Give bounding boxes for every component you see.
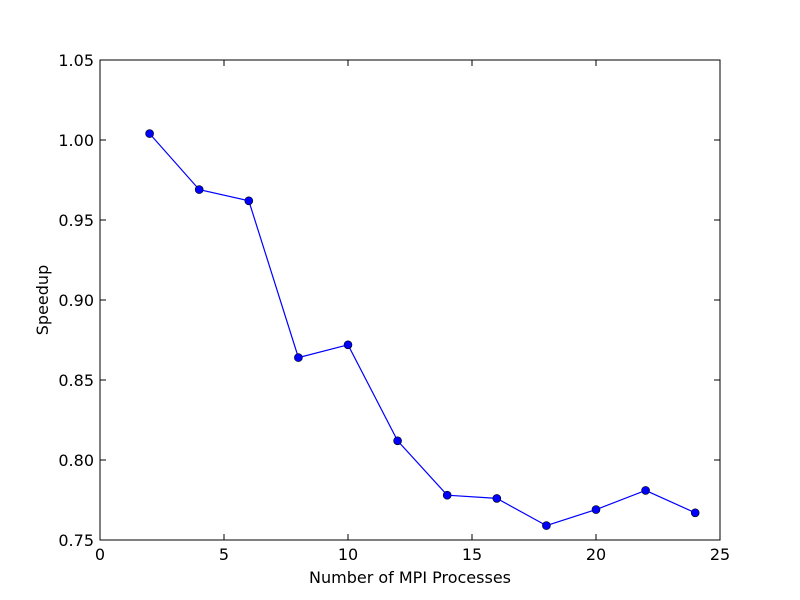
y-tick-label: 0.85 [58, 371, 94, 390]
y-tick-label: 1.05 [58, 51, 94, 70]
x-tick-label: 5 [219, 545, 229, 564]
data-point [641, 486, 650, 495]
y-tick-label: 1.00 [58, 131, 94, 150]
x-tick-label: 20 [586, 545, 606, 564]
ticks-layer: 0 5 10 15 20 25 0.75 0.80 0.85 0.90 0.95 1.00 1.05 [58, 51, 730, 564]
data-point [442, 490, 452, 500]
data-point [145, 129, 154, 138]
plot-frame [99, 59, 721, 541]
data-point [690, 508, 700, 518]
y-tick-label: 0.95 [58, 211, 94, 230]
x-tick-label: 15 [462, 545, 482, 564]
series-layer [145, 129, 700, 530]
x-tick-label: 10 [338, 545, 358, 564]
y-tick-label: 0.80 [58, 451, 94, 470]
data-point [194, 185, 204, 194]
y-tick-label: 0.90 [58, 291, 94, 310]
y-tick-label: 0.75 [58, 531, 94, 550]
data-point [343, 340, 353, 350]
data-point [542, 521, 551, 530]
x-axis-label: Number of MPI Processes [309, 568, 511, 587]
data-point [591, 505, 601, 514]
y-axis-label: Speedup [33, 265, 52, 335]
x-tick-label: 0 [95, 545, 105, 564]
data-point [244, 196, 254, 206]
x-tick-label: 25 [710, 545, 730, 564]
data-point [393, 436, 402, 446]
series-line [149, 133, 696, 527]
data-point [492, 494, 502, 503]
plot-area [100, 60, 720, 540]
data-point [294, 353, 303, 362]
